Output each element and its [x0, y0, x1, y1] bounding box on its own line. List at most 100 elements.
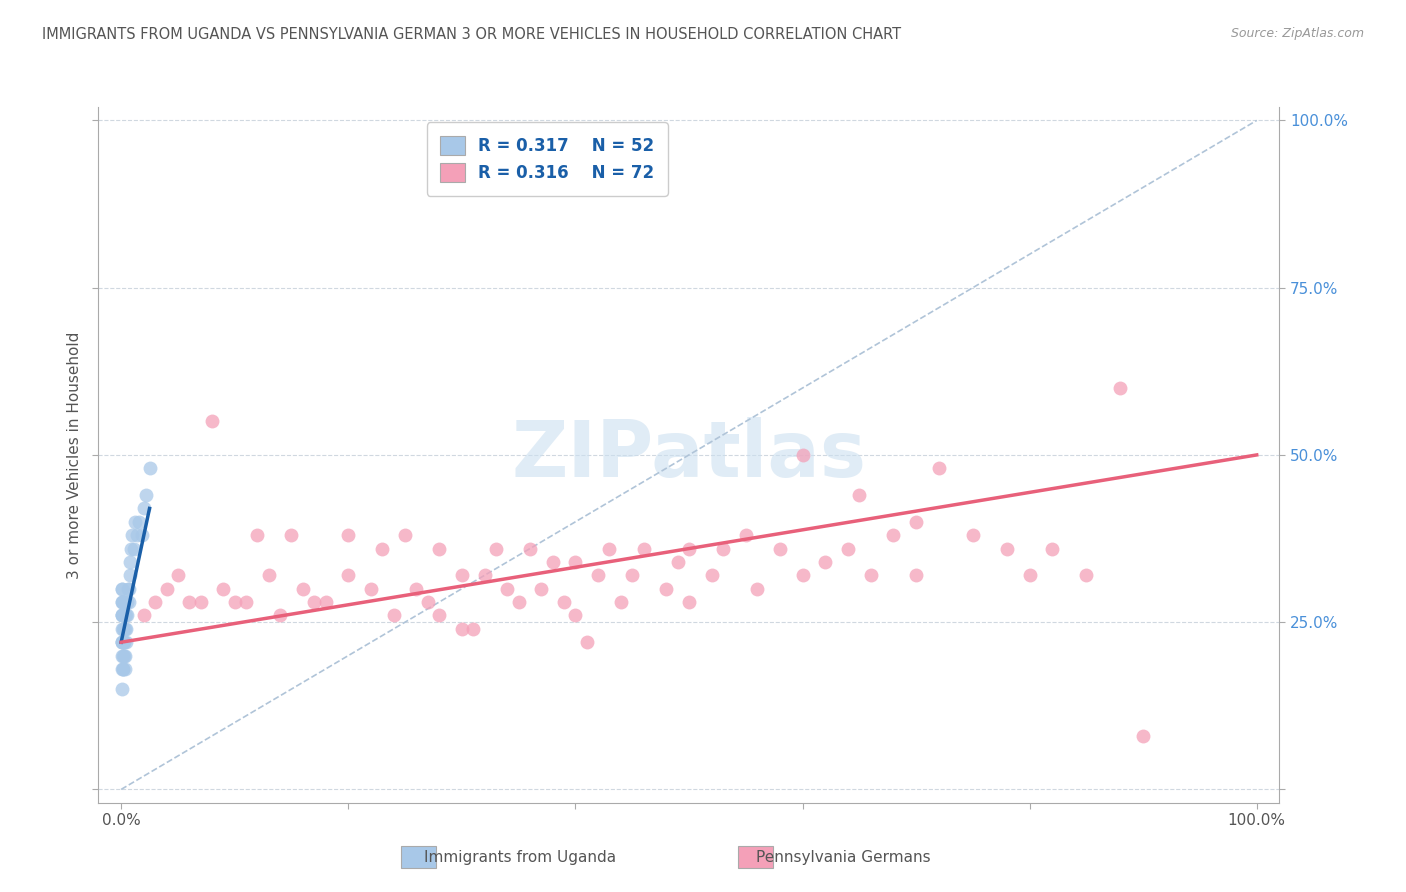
Point — [814, 555, 837, 569]
Point — [112, 595, 135, 609]
Point — [124, 515, 146, 529]
Point — [132, 501, 155, 516]
Point — [111, 622, 134, 636]
Point — [111, 595, 134, 609]
Point — [155, 582, 177, 596]
Point — [111, 635, 134, 649]
Point — [405, 582, 427, 596]
Point — [541, 555, 564, 569]
Point — [1040, 541, 1063, 556]
Point — [474, 568, 496, 582]
Point — [115, 595, 138, 609]
Point — [655, 582, 678, 596]
Point — [678, 541, 700, 556]
Point — [111, 635, 134, 649]
Point — [112, 648, 135, 663]
Point — [125, 528, 148, 542]
Point — [427, 541, 450, 556]
Point — [138, 461, 160, 475]
Point — [143, 595, 166, 609]
Point — [120, 555, 142, 569]
Point — [360, 582, 382, 596]
Point — [621, 568, 644, 582]
Point — [575, 635, 598, 649]
Point — [179, 595, 201, 609]
Point — [111, 648, 134, 663]
Point — [337, 528, 360, 542]
Point — [291, 582, 314, 596]
Point — [633, 541, 655, 556]
Point — [450, 622, 472, 636]
Point — [190, 595, 212, 609]
Point — [114, 662, 136, 676]
Point — [666, 555, 689, 569]
Point — [371, 541, 394, 556]
Point — [115, 622, 138, 636]
Point — [1109, 381, 1132, 395]
Point — [711, 541, 734, 556]
Point — [586, 568, 609, 582]
Point — [678, 595, 700, 609]
Point — [882, 528, 904, 542]
Point — [111, 595, 134, 609]
Point — [485, 541, 508, 556]
Point — [905, 568, 928, 582]
Point — [519, 541, 541, 556]
Point — [315, 595, 337, 609]
Point — [394, 528, 416, 542]
Point — [564, 608, 586, 623]
Point — [112, 622, 135, 636]
Point — [792, 568, 814, 582]
Point — [598, 541, 620, 556]
Point — [111, 681, 134, 696]
Text: ZIPatlas: ZIPatlas — [512, 417, 866, 493]
Point — [112, 608, 135, 623]
Legend: R = 0.317    N = 52, R = 0.316    N = 72: R = 0.317 N = 52, R = 0.316 N = 72 — [426, 122, 668, 196]
Point — [114, 635, 136, 649]
Point — [257, 568, 280, 582]
Point — [112, 662, 135, 676]
Point — [114, 648, 136, 663]
Point — [111, 608, 134, 623]
Point — [530, 582, 553, 596]
FancyBboxPatch shape — [738, 846, 773, 868]
Text: Source: ZipAtlas.com: Source: ZipAtlas.com — [1230, 27, 1364, 40]
Point — [111, 662, 134, 676]
Point — [508, 595, 530, 609]
Point — [117, 595, 139, 609]
Point — [280, 528, 302, 542]
Point — [224, 595, 246, 609]
Point — [427, 608, 450, 623]
Point — [114, 608, 136, 623]
Point — [111, 595, 134, 609]
Point — [450, 568, 472, 582]
Point — [235, 595, 257, 609]
Point — [112, 635, 135, 649]
Point — [120, 541, 142, 556]
Point — [962, 528, 984, 542]
Point — [416, 595, 439, 609]
Point — [496, 582, 519, 596]
Point — [112, 608, 135, 623]
Point — [848, 488, 870, 502]
Point — [463, 622, 485, 636]
Point — [610, 595, 633, 609]
Point — [269, 608, 291, 623]
Point — [135, 488, 157, 502]
Point — [111, 608, 134, 623]
Y-axis label: 3 or more Vehicles in Household: 3 or more Vehicles in Household — [66, 331, 82, 579]
Point — [114, 608, 136, 623]
Point — [117, 608, 139, 623]
Point — [112, 648, 135, 663]
Point — [112, 635, 135, 649]
Point — [111, 662, 134, 676]
Point — [201, 414, 224, 428]
Point — [131, 528, 153, 542]
Point — [111, 635, 134, 649]
Point — [302, 595, 325, 609]
Point — [212, 582, 235, 596]
Text: Pennsylvania Germans: Pennsylvania Germans — [756, 850, 931, 865]
Point — [118, 568, 141, 582]
Point — [700, 568, 723, 582]
Point — [859, 568, 882, 582]
